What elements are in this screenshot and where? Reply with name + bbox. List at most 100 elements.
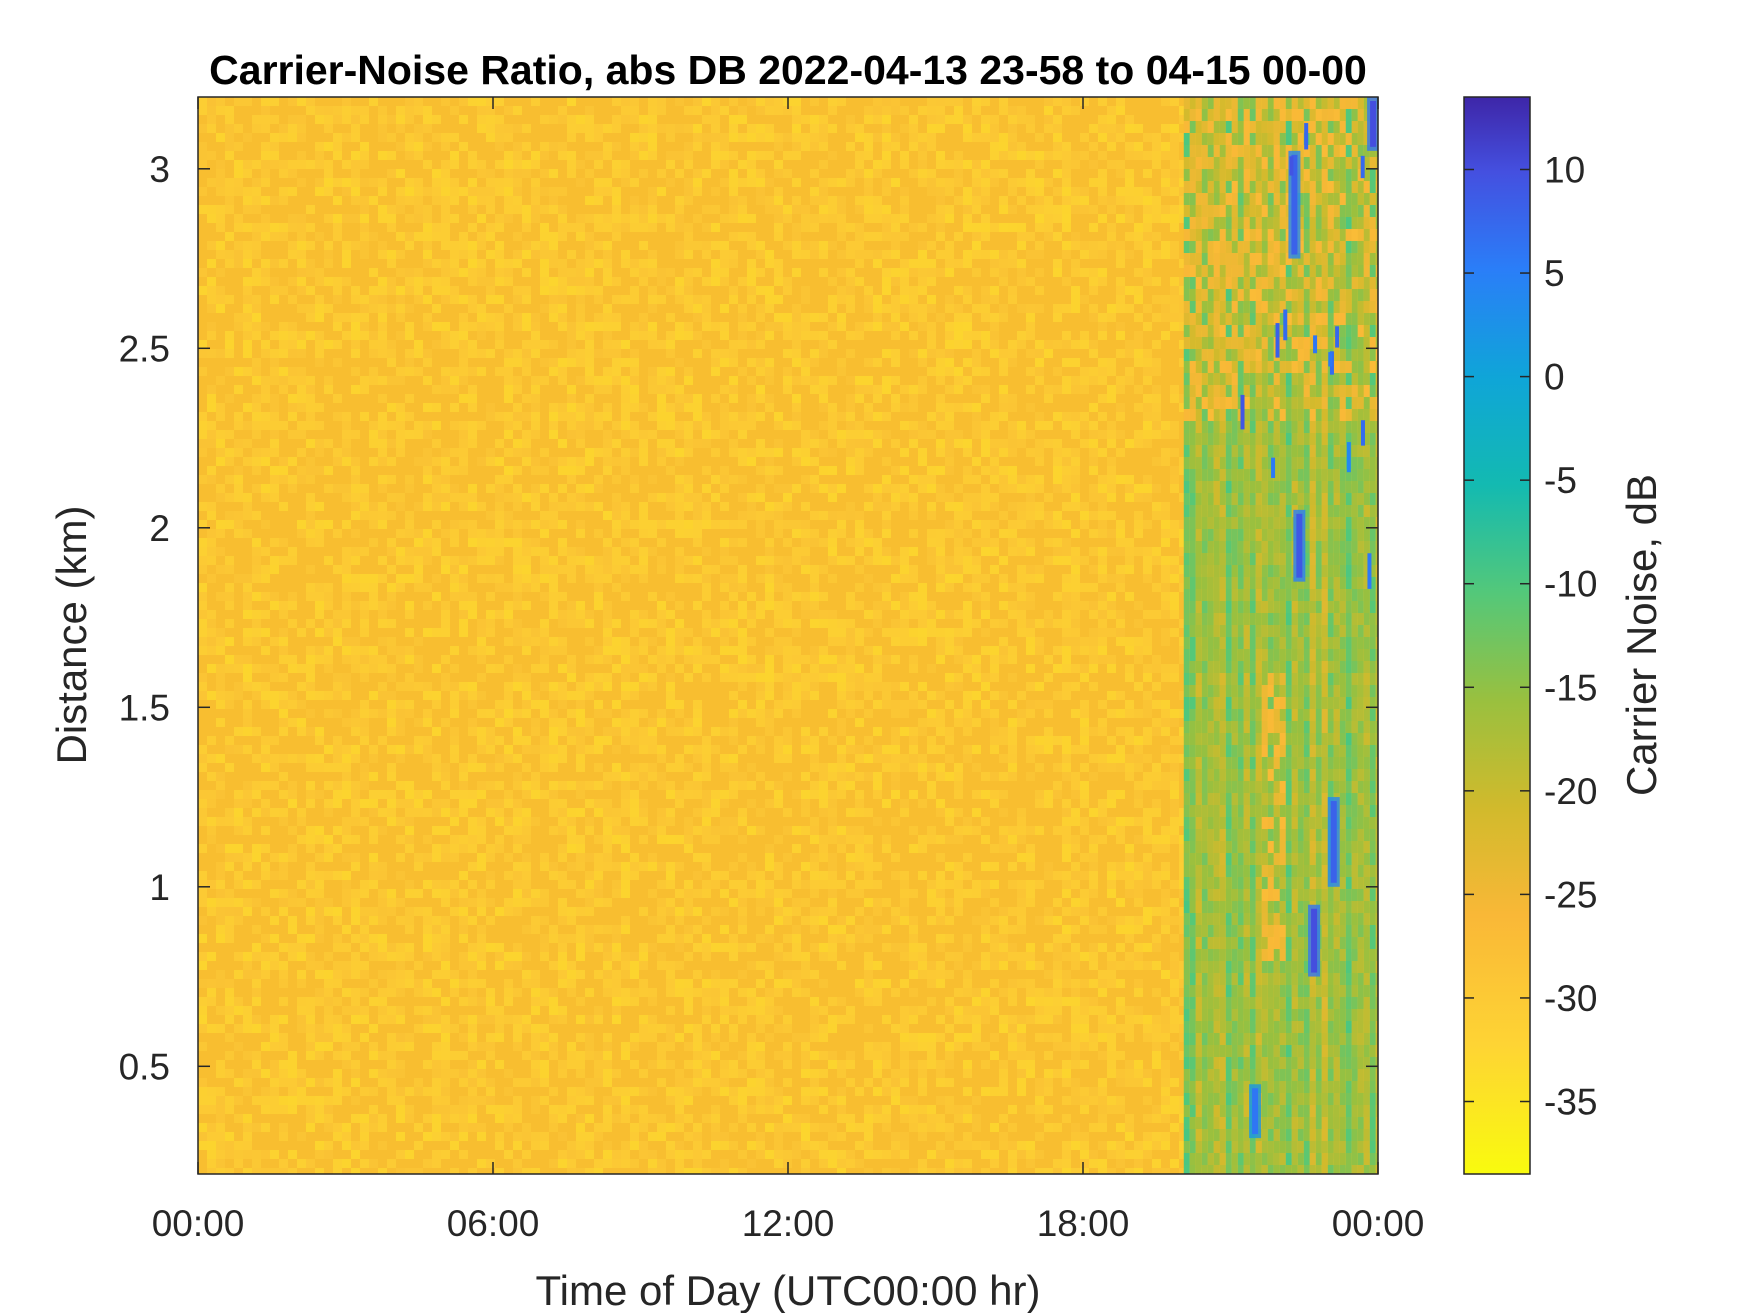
- heatmap-cell: [396, 574, 405, 583]
- heatmap-cell: [999, 484, 1008, 493]
- heatmap-cell: [900, 277, 909, 286]
- heatmap-cell: [702, 646, 711, 655]
- heatmap-cell: [1089, 421, 1098, 430]
- heatmap-cell: [963, 259, 972, 268]
- heatmap-cell: [594, 682, 603, 691]
- heatmap-cell: [261, 340, 270, 349]
- heatmap-cell: [1071, 457, 1080, 466]
- heatmap-cell: [1044, 196, 1053, 205]
- heatmap-cell: [342, 187, 351, 196]
- heatmap-cell: [1125, 538, 1134, 547]
- heatmap-cell: [855, 232, 864, 241]
- heatmap-cell: [567, 565, 576, 574]
- heatmap-cell: [243, 169, 252, 178]
- heatmap-cell: [594, 223, 603, 232]
- heatmap-cell: [954, 403, 963, 412]
- heatmap-cell: [558, 205, 567, 214]
- heatmap-cell: [333, 214, 342, 223]
- heatmap-cell: [702, 484, 711, 493]
- heatmap-cell: [675, 565, 684, 574]
- heatmap-cell: [1170, 277, 1179, 286]
- heatmap-cell: [684, 196, 693, 205]
- heatmap-cell: [900, 187, 909, 196]
- heatmap-cell: [603, 610, 612, 619]
- heatmap-cell: [486, 196, 495, 205]
- heatmap-cell: [414, 340, 423, 349]
- heatmap-cell: [720, 106, 729, 115]
- heatmap-cell: [1116, 538, 1125, 547]
- heatmap-cell: [1152, 196, 1161, 205]
- heatmap-cell: [729, 556, 738, 565]
- heatmap-cell: [972, 97, 981, 106]
- heatmap-cell: [891, 619, 900, 628]
- heatmap-cell: [495, 178, 504, 187]
- heatmap-cell: [279, 556, 288, 565]
- heatmap-cell: [1170, 574, 1179, 583]
- heatmap-cell: [198, 502, 207, 511]
- heatmap-cell: [1026, 250, 1035, 259]
- heatmap-cell: [954, 232, 963, 241]
- heatmap-cell: [666, 493, 675, 502]
- heatmap-cell: [1071, 241, 1080, 250]
- heatmap-cell: [990, 439, 999, 448]
- heatmap-cell: [765, 286, 774, 295]
- heatmap-cell: [513, 286, 522, 295]
- heatmap-cell: [783, 169, 792, 178]
- heatmap-cell: [720, 133, 729, 142]
- heatmap-cell: [198, 592, 207, 601]
- heatmap-cell: [387, 673, 396, 682]
- heatmap-cell: [558, 214, 567, 223]
- heatmap-cell: [441, 97, 450, 106]
- heatmap-cell: [810, 664, 819, 673]
- heatmap-cell: [585, 241, 594, 250]
- heatmap-cell: [369, 691, 378, 700]
- heatmap-cell: [540, 646, 549, 655]
- heatmap-cell: [477, 457, 486, 466]
- heatmap-cell: [306, 691, 315, 700]
- heatmap-cell: [405, 178, 414, 187]
- heatmap-cell: [1179, 466, 1188, 475]
- heatmap-cell: [963, 286, 972, 295]
- heatmap-cell: [882, 412, 891, 421]
- heatmap-cell: [927, 709, 936, 718]
- heatmap-cell: [333, 358, 342, 367]
- heatmap-cell: [1179, 547, 1188, 556]
- heatmap-cell: [477, 619, 486, 628]
- heatmap-cell: [378, 610, 387, 619]
- heatmap-cell: [1008, 106, 1017, 115]
- heatmap-cell: [954, 502, 963, 511]
- heatmap-cell: [927, 295, 936, 304]
- heatmap-cell: [612, 583, 621, 592]
- heatmap-cell: [1107, 241, 1116, 250]
- heatmap-cell: [927, 628, 936, 637]
- heatmap-cell: [207, 475, 216, 484]
- heatmap-cell: [549, 682, 558, 691]
- heatmap-cell: [900, 214, 909, 223]
- heatmap-cell: [1017, 106, 1026, 115]
- heatmap-cell: [351, 196, 360, 205]
- heatmap-cell: [585, 151, 594, 160]
- heatmap-cell: [612, 493, 621, 502]
- heatmap-cell: [1062, 331, 1071, 340]
- heatmap-cell: [540, 466, 549, 475]
- heatmap-cell: [549, 493, 558, 502]
- heatmap-cell: [729, 592, 738, 601]
- heatmap-cell: [504, 169, 513, 178]
- heatmap-cell: [234, 385, 243, 394]
- heatmap-cell: [576, 439, 585, 448]
- heatmap-cell: [324, 187, 333, 196]
- heatmap-cell: [432, 223, 441, 232]
- heatmap-cell: [1107, 610, 1116, 619]
- heatmap-cell: [810, 583, 819, 592]
- heatmap-cell: [549, 277, 558, 286]
- heatmap-cell: [855, 457, 864, 466]
- heatmap-cell: [405, 610, 414, 619]
- heatmap-cell: [693, 214, 702, 223]
- heatmap-cell: [792, 97, 801, 106]
- heatmap-cell: [603, 322, 612, 331]
- heatmap-cell: [747, 97, 756, 106]
- heatmap-cell: [297, 133, 306, 142]
- heatmap-cell: [630, 547, 639, 556]
- heatmap-cell: [531, 214, 540, 223]
- heatmap-cell: [936, 637, 945, 646]
